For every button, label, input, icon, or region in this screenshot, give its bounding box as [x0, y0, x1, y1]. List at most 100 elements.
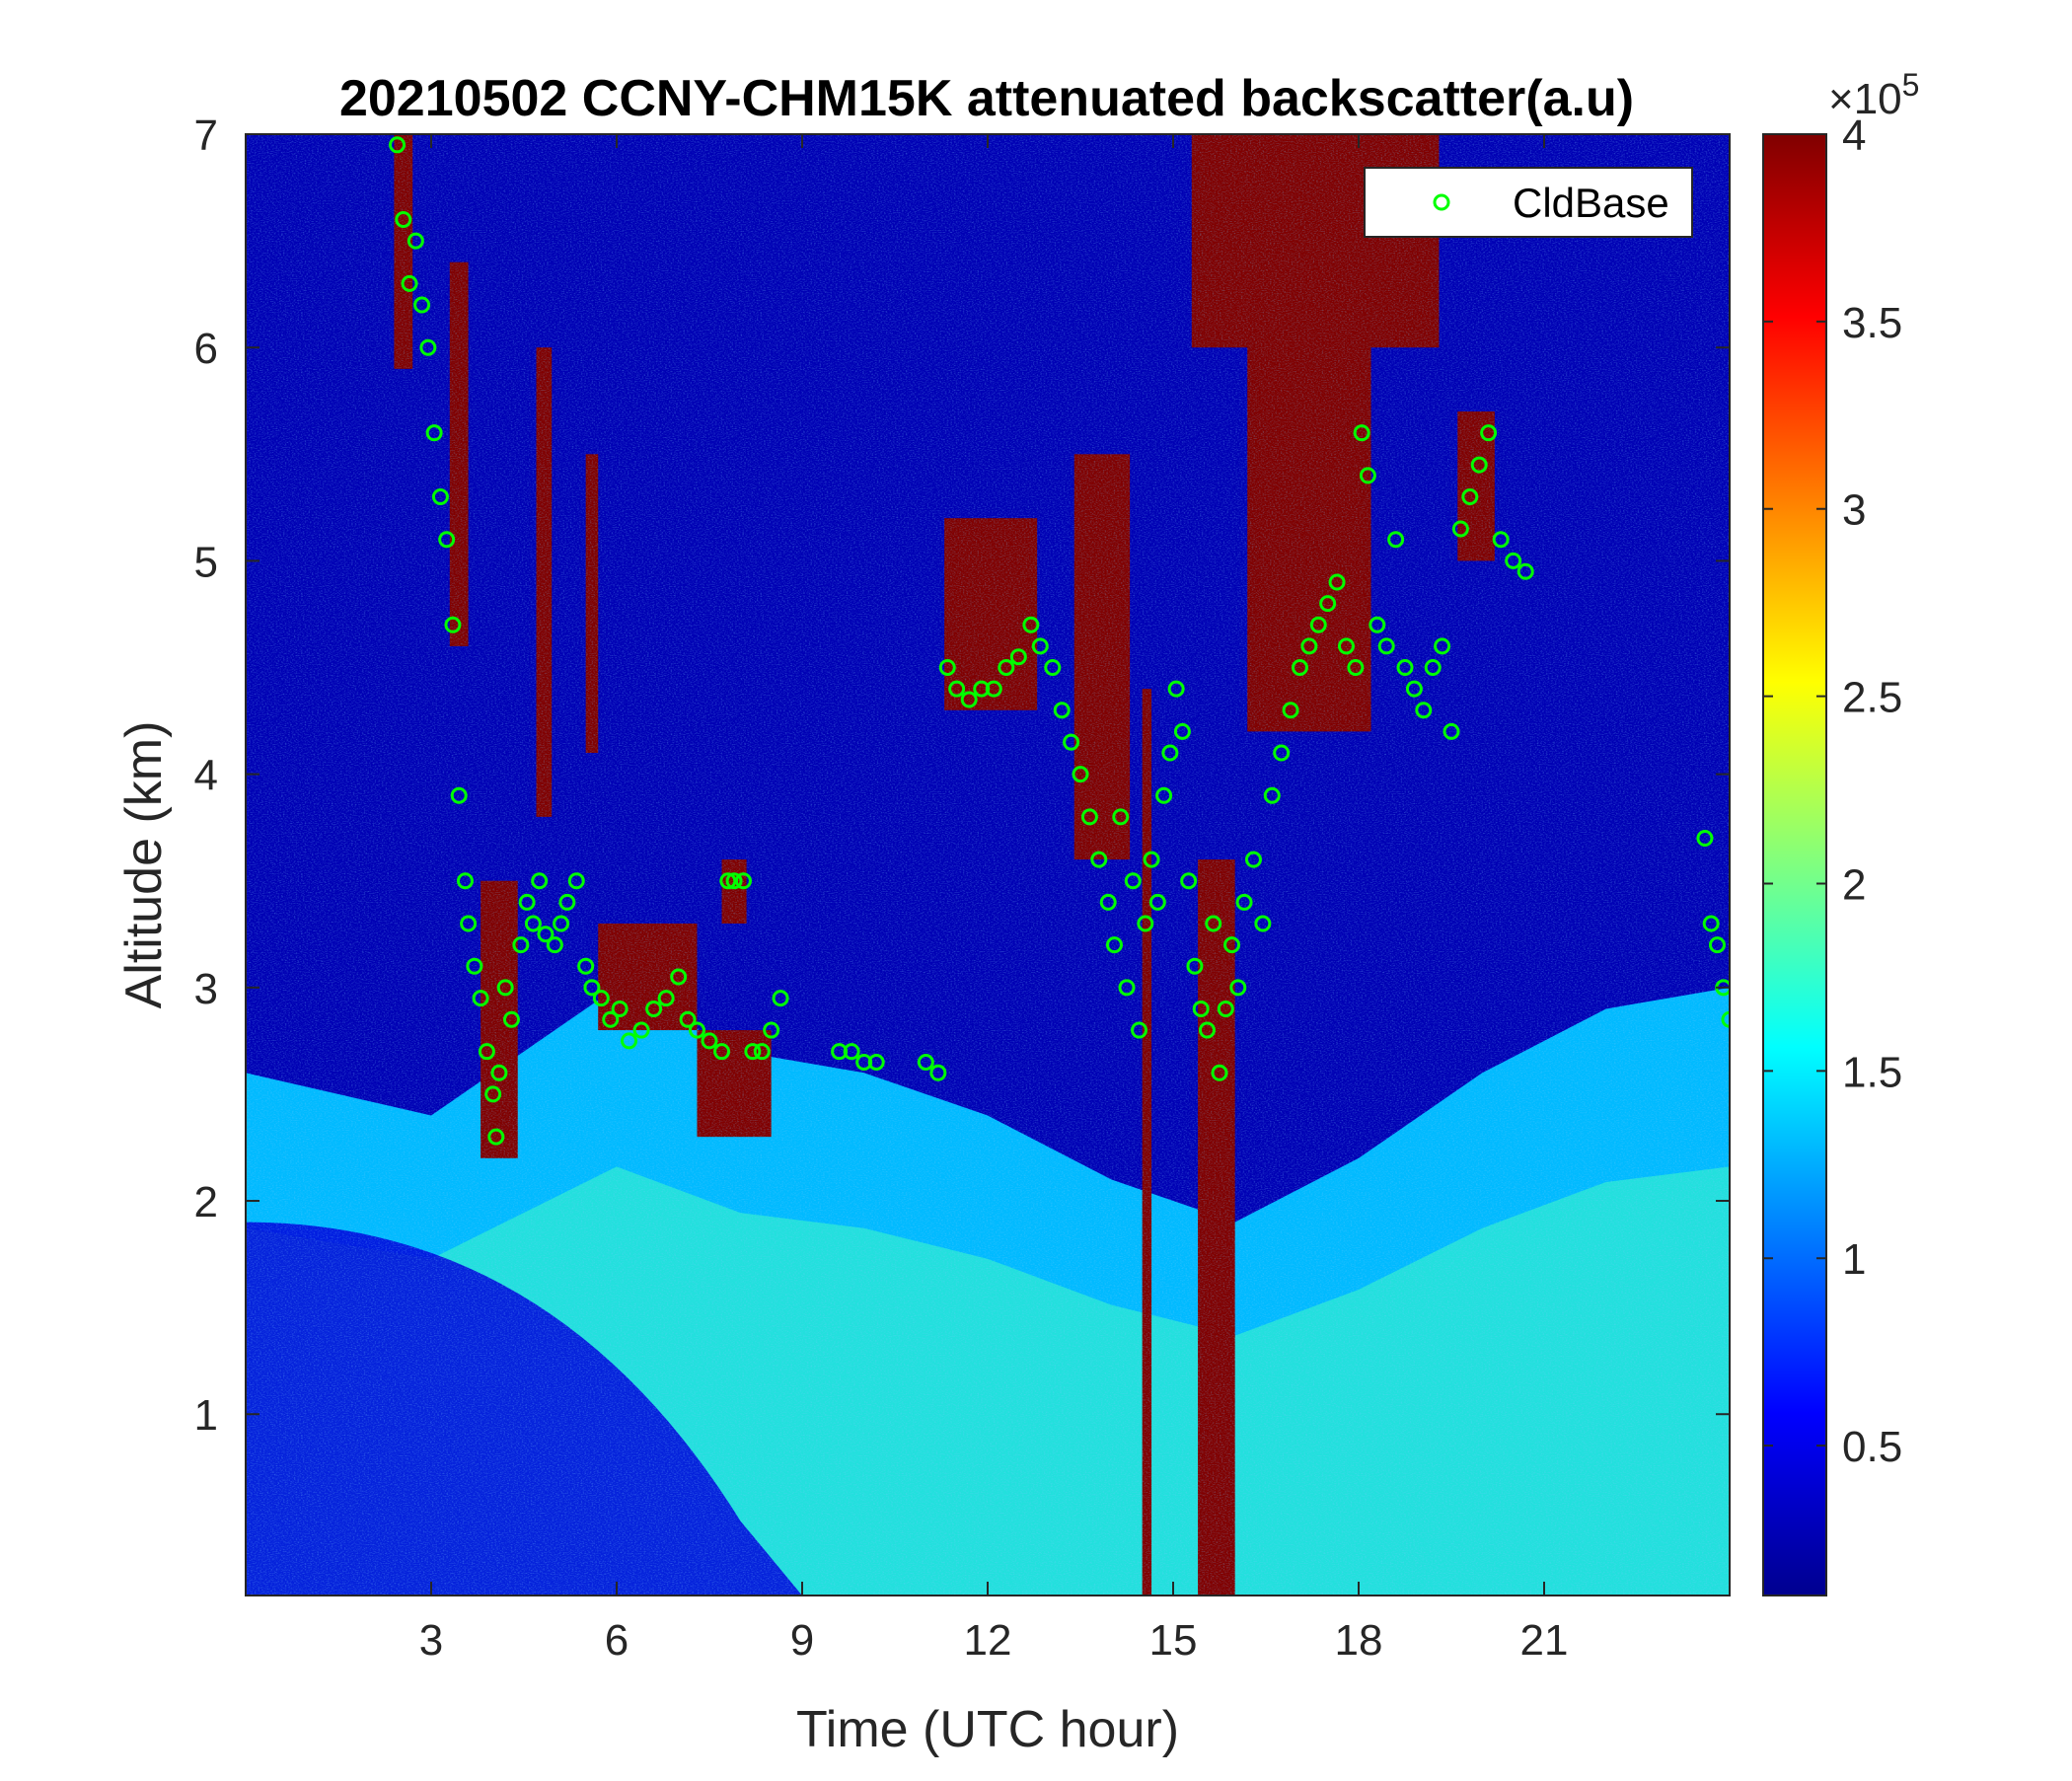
cldbase-point: [1708, 936, 1726, 954]
cldbase-point: [1080, 808, 1098, 826]
x-tick-label: 9: [790, 1616, 814, 1665]
cldbase-point: [1505, 552, 1522, 569]
cldbase-point: [948, 680, 966, 698]
cldbase-point: [438, 531, 456, 549]
colorbar-tick-label: 0.5: [1842, 1423, 1902, 1471]
x-tick-label: 21: [1520, 1616, 1569, 1665]
cldbase-point: [1244, 851, 1262, 868]
cldbase-point: [725, 872, 743, 890]
cldbase-point: [1377, 637, 1395, 655]
cldbase-point: [413, 296, 431, 314]
x-tick-label: 15: [1149, 1616, 1198, 1665]
y-axis-ticks: 1 2 3 4 5 6 7: [194, 111, 1730, 1440]
cldbase-point: [472, 990, 489, 1007]
cldbase-point: [688, 1021, 705, 1039]
cldbase-point: [1273, 744, 1291, 762]
cldbase-point: [546, 936, 563, 954]
cldbase-point: [645, 1000, 663, 1017]
cldbase-point: [444, 616, 462, 633]
legend: CldBase: [1364, 167, 1693, 238]
cldbase-point: [1198, 1021, 1216, 1039]
cldbase-point: [1424, 659, 1442, 677]
plot-area: [246, 134, 1730, 1595]
cldbase-point: [1254, 915, 1272, 932]
cldbase-point: [917, 1053, 934, 1071]
cldbase-point: [1387, 531, 1405, 549]
cldbase-point: [496, 979, 514, 997]
cldbase-point: [518, 893, 536, 911]
cldbase-point: [657, 990, 675, 1007]
cldbase-point: [537, 926, 555, 943]
colorbar-scale: [1762, 133, 1827, 1596]
cldbase-point: [1291, 659, 1308, 677]
cldbase-point: [1044, 659, 1062, 677]
cldbase-point: [592, 990, 610, 1007]
cldbase-point: [1396, 659, 1414, 677]
colorbar: 0.5 1 1.5 2 2.5 3 3.5 4 ×105: [1762, 67, 1920, 1596]
cldbase-point: [1022, 616, 1040, 633]
cldbase-point: [1470, 456, 1488, 474]
cldbase-point: [1192, 1000, 1210, 1017]
cldbase-point: [1124, 872, 1142, 890]
x-tick-label: 3: [419, 1616, 443, 1665]
y-tick-label: 1: [194, 1391, 218, 1440]
cldbase-point: [1211, 1064, 1228, 1081]
colorbar-tick-label: 2: [1842, 860, 1866, 909]
cldbase-point: [531, 872, 549, 890]
cldbase-point: [1309, 616, 1327, 633]
cldbase-point: [401, 274, 418, 292]
cldbase-point: [512, 936, 530, 954]
cldbase-point: [487, 1128, 505, 1146]
cldbase-point: [1131, 1021, 1148, 1039]
cldbase-point: [478, 1043, 495, 1061]
colorbar-multiplier-base: ×10: [1828, 75, 1902, 123]
cldbase-point: [1300, 637, 1318, 655]
cldbase-point: [611, 1000, 629, 1017]
cldbase-point: [1031, 637, 1049, 655]
cldbase-point: [524, 915, 542, 932]
cldbase-point: [867, 1053, 885, 1071]
cldbase-point: [670, 968, 688, 986]
x-axis-label: Time (UTC hour): [796, 1701, 1179, 1758]
cldbase-point: [407, 232, 424, 250]
legend-marker-cldbase: [1433, 193, 1450, 211]
colorbar-tick-label: 3: [1842, 486, 1866, 535]
cldbase-point: [419, 338, 437, 356]
cldbase-point: [1405, 680, 1423, 698]
cldbase-point: [1369, 616, 1386, 633]
cldbase-point: [719, 872, 737, 890]
y-tick-label: 5: [194, 538, 218, 586]
cldbase-point: [484, 1085, 502, 1103]
y-tick-label: 2: [194, 1178, 218, 1226]
cldbase-point: [1415, 702, 1433, 719]
legend-box: [1364, 167, 1693, 238]
y-tick-label: 7: [194, 111, 218, 160]
cldbase-point: [1118, 979, 1136, 997]
y-tick-label: 4: [194, 752, 218, 800]
colorbar-tick-label: 3.5: [1842, 299, 1902, 347]
colorbar-multiplier-exponent: 5: [1902, 67, 1920, 103]
cldbase-point: [456, 872, 474, 890]
cldbase-point: [1451, 520, 1469, 538]
cldbase-point: [1443, 722, 1460, 740]
cldbase-point: [744, 1043, 762, 1061]
cldbase-point: [998, 659, 1015, 677]
cldbase-point: [490, 1064, 508, 1081]
cldbase-point: [1009, 648, 1027, 666]
y-axis-label: Altitude (km): [115, 721, 173, 1009]
cldbase-point: [450, 786, 468, 804]
cldbase-point: [1319, 595, 1337, 613]
cldbase-point: [1229, 979, 1247, 997]
x-axis-ticks: 3 6 9 12 15 18 21: [419, 134, 1569, 1665]
cldbase-point: [1480, 424, 1498, 442]
cldbase-point: [1205, 915, 1222, 932]
cldbase-point: [1161, 744, 1179, 762]
colorbar-ticks: 0.5 1 1.5 2 2.5 3 3.5 4: [1763, 111, 1902, 1471]
y-tick-label: 6: [194, 325, 218, 373]
cldbase-point: [960, 691, 978, 708]
cldbase-point: [1167, 680, 1185, 698]
cldbase-point: [389, 136, 407, 154]
cldbase-point: [395, 210, 412, 228]
x-tick-label: 12: [964, 1616, 1012, 1665]
